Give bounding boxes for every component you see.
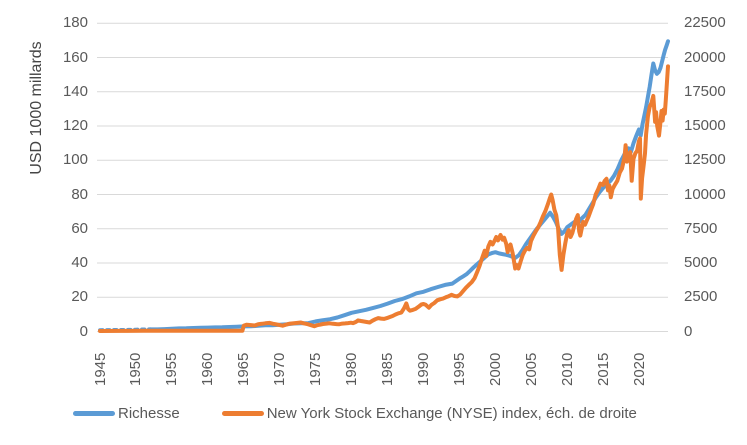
y-left-tick-label: 180 <box>62 14 88 32</box>
x-tick-label: 2015 <box>594 352 612 386</box>
nyse-line <box>98 64 670 333</box>
y-right-tick-label: 5000 <box>684 254 718 271</box>
y-right-tick-label: 12500 <box>684 151 726 169</box>
x-tick-label: 1965 <box>235 352 253 386</box>
y-right-tick-label: 0 <box>684 322 693 340</box>
x-tick-label: 2020 <box>630 352 648 386</box>
x-tick-label: 1955 <box>163 352 181 386</box>
legend: Richesse New York Stock Exchange (NYSE) … <box>0 405 747 422</box>
y-right-tick-label: 10000 <box>684 185 726 203</box>
legend-label-richesse: Richesse <box>118 405 180 422</box>
legend-marker-nyse <box>221 411 264 416</box>
x-tick-label: 1995 <box>450 352 468 386</box>
x-tick-label: 2005 <box>522 352 540 386</box>
y-right-tick-label: 15000 <box>684 117 726 135</box>
x-tick-label: 2000 <box>486 352 504 386</box>
y-left-tick-label: 120 <box>62 117 88 135</box>
y-left-tick-label: 80 <box>71 185 88 203</box>
x-tick-label: 1945 <box>91 352 109 386</box>
y-left-tick-label: 20 <box>71 288 88 306</box>
y-right-tick-label: 22500 <box>684 14 726 32</box>
y-right-tick-label: 17500 <box>684 82 726 100</box>
x-tick-label: 1960 <box>199 352 217 386</box>
y-left-tick-label: 140 <box>62 82 88 100</box>
y-left-tick-label: 0 <box>79 322 88 340</box>
legend-label-nyse: New York Stock Exchange (NYSE) index, éc… <box>266 405 637 422</box>
y-left-tick-label: 40 <box>71 254 88 271</box>
x-tick-label: 1970 <box>271 352 289 386</box>
x-tick-label: 1950 <box>127 352 145 386</box>
x-tick-label: 1985 <box>379 352 397 386</box>
legend-item-nyse: New York Stock Exchange (NYSE) index, éc… <box>221 405 637 422</box>
y-left-tick-label: 100 <box>62 151 88 169</box>
x-tick-label: 1990 <box>415 352 433 386</box>
y-right-tick-label: 20000 <box>684 48 726 66</box>
legend-item-richesse: Richesse <box>73 405 180 422</box>
x-tick-label: 2010 <box>558 352 576 386</box>
y-left-tick-label: 60 <box>71 219 88 237</box>
x-tick-label: 1980 <box>343 352 361 386</box>
y-right-tick-label: 2500 <box>684 288 718 306</box>
y-right-tick-label: 7500 <box>684 219 718 237</box>
y-left-tick-label: 160 <box>62 48 88 66</box>
richesse-line <box>148 39 670 332</box>
x-tick-label: 1975 <box>307 352 325 386</box>
legend-marker-richesse <box>73 411 115 416</box>
